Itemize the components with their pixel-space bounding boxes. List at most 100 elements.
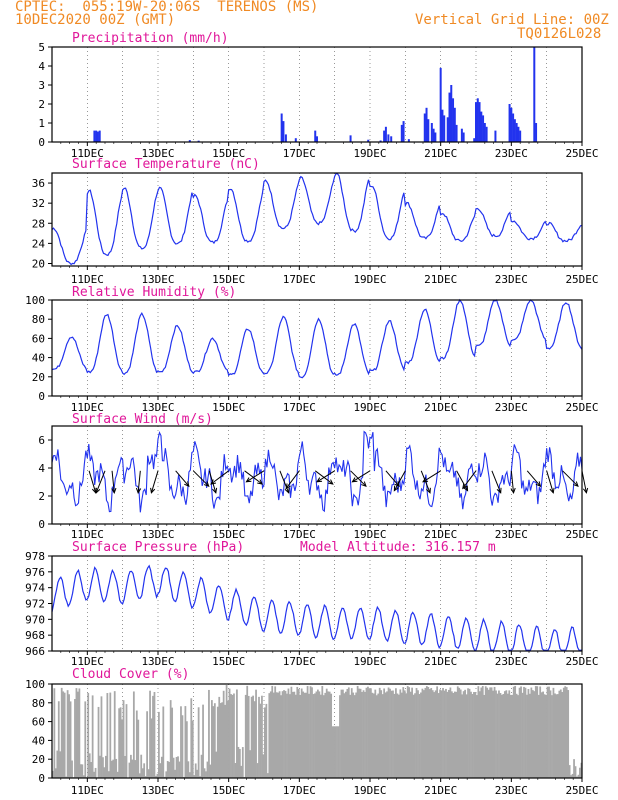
cloud-cover-bar [302,691,305,778]
cloud-cover-bar [147,769,150,778]
cloud-cover-bar [342,689,344,778]
cloud-cover-bar [59,751,62,778]
cloud-cover-bar [218,696,221,778]
x-tick-label: 15DEC [212,401,245,414]
cloud-cover-bar [180,706,182,778]
panel-frame [51,172,583,267]
wind-vector-head [573,481,579,488]
wind-vector [316,470,335,483]
cloud-cover-bar [60,687,63,778]
cloud-cover-bar [327,691,330,778]
cloud-cover-bar [446,691,449,778]
cloud-cover-bar [128,762,131,778]
panel-title: Surface Wind (m/s) [72,412,213,427]
cloud-cover-bar [545,695,547,778]
wind-vector [245,470,265,483]
cloud-cover-bar [287,688,290,778]
cloud-cover-bar [498,690,500,778]
y-tick-label: 40 [32,734,45,747]
cloud-cover-bar [184,706,187,778]
cloud-cover-bar [197,707,200,778]
cloud-cover-bar [483,694,486,778]
x-tick-label: 13DEC [141,784,174,797]
cloud-cover-bar [289,694,291,778]
cloud-cover-bar [78,688,81,778]
precip-bar [483,123,486,142]
y-tick-label: 968 [25,629,45,642]
cloud-cover-bar [493,686,496,778]
pressure-line [51,564,582,651]
cloud-cover-bar [505,690,508,778]
cloud-cover-bar [481,686,484,778]
cloud-cover-bar [172,757,175,778]
cloud-cover-bar [539,686,542,778]
y-tick-label: 80 [32,697,45,710]
cloud-cover-bar [171,707,174,778]
panel-title: Relative Humidity (%) [72,285,236,300]
cloud-cover-bar [74,699,76,778]
panel-title: Surface Temperature (nC) [72,157,260,172]
cloud-cover-bar [84,701,87,778]
cloud-cover-bar [196,769,199,778]
x-tick-label: 25DEC [565,147,598,160]
cloud-cover-bar [82,775,85,778]
precip-bar [282,121,285,142]
cloud-cover-bar [231,694,234,778]
cloud-cover-bar [423,690,425,778]
precip-bar [402,121,405,142]
wind-vector-head [327,479,334,485]
cloud-cover-bar [99,755,101,778]
precip-bar [446,117,449,142]
y-tick-label: 978 [25,550,45,563]
precip-bar [455,124,458,142]
wind-vector [208,470,218,494]
cloud-cover-bar [317,689,319,778]
cloud-cover-bar [137,719,140,778]
panel-frame [51,555,583,652]
cloud-cover-bar [503,691,506,778]
cloud-cover-bar [188,772,191,778]
wind-vector-shaft [562,470,579,487]
x-tick-label: 25DEC [565,401,598,414]
x-tick-label: 17DEC [283,784,316,797]
panel-frame [51,46,583,143]
wind-vector-shaft [210,470,229,485]
cloud-cover-bar [496,693,499,778]
precip-bar [280,113,283,142]
cloud-cover-bar [371,692,374,778]
cloud-cover-bar [490,687,493,778]
x-tick-label: 21DEC [424,401,457,414]
wind-vector-head [316,477,323,483]
cloud-cover-bar [249,750,252,778]
cloud-cover-bar [352,692,355,778]
cloud-cover-bar [87,692,90,778]
wind-vector-shaft [491,470,502,493]
cloud-cover-bar [261,695,263,778]
precip-bar [434,132,437,142]
cloud-cover-bar [337,726,340,778]
x-tick-label: 23DEC [495,784,528,797]
cloud-cover-bar [406,686,409,778]
cloud-cover-bar [256,763,259,778]
x-tick-label: 19DEC [353,784,386,797]
cloud-cover-bar [365,687,368,778]
cloud-cover-bar [312,694,315,778]
panel-title: Surface Pressure (hPa) [72,540,244,555]
cloud-cover-bar [486,687,489,778]
cloud-cover-bar [425,686,428,778]
cloud-cover-bar [471,694,474,778]
cloud-cover-bar [52,770,54,778]
cloud-cover-bar [450,691,453,778]
precip-bar [476,98,479,142]
precip-bar [432,128,435,142]
precip-bar [188,140,191,142]
x-tick-label: 15DEC [212,784,245,797]
y-tick-label: 1 [38,117,45,130]
cloud-cover-bar [194,763,197,778]
cloud-cover-bar [392,690,394,778]
cloud-cover-bar [177,756,179,778]
cloud-cover-bar [359,688,362,778]
cloud-cover-bar [501,694,503,778]
cloud-cover-bar [283,690,285,778]
cloud-cover-bar [300,688,303,778]
